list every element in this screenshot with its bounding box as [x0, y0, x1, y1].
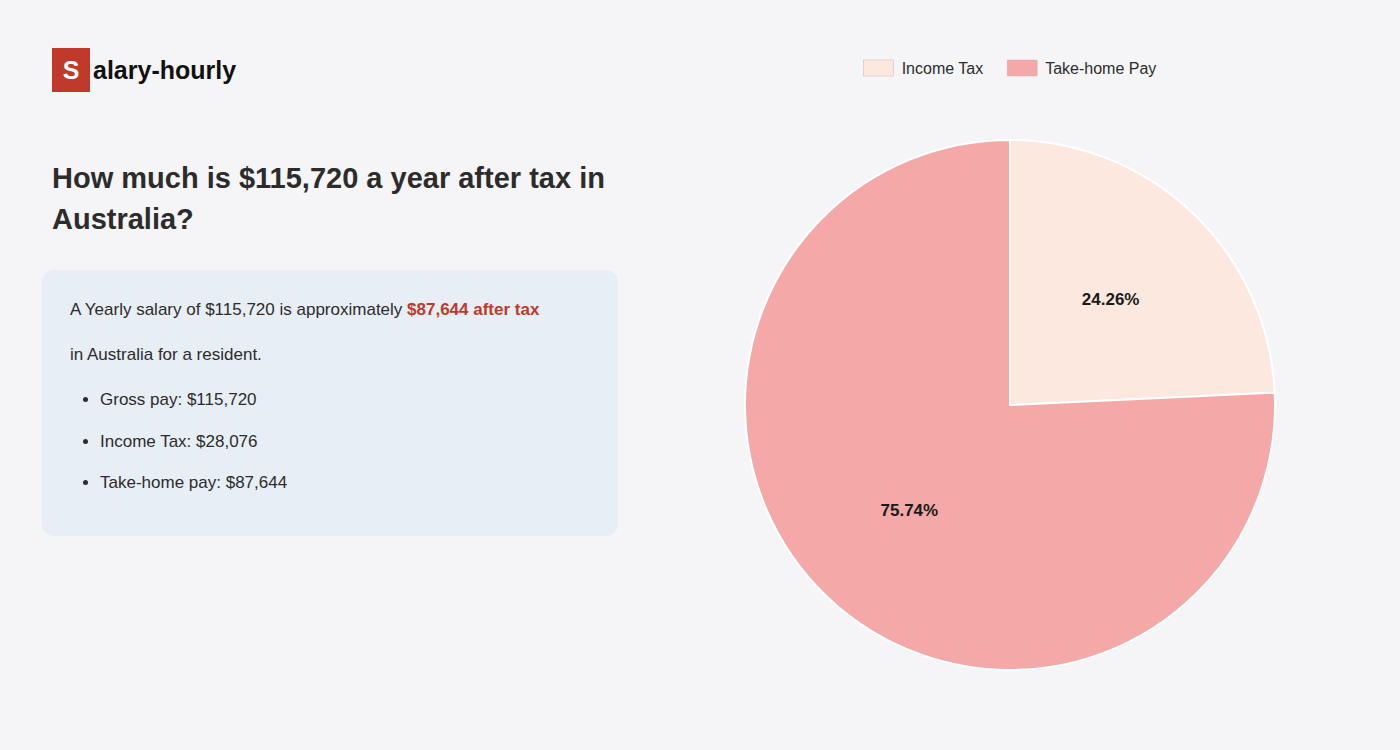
legend-item: Take-home Pay [1007, 60, 1156, 77]
data-label: 75.74% [881, 501, 939, 520]
info-text-normal: A Yearly salary of $115,720 is approxima… [70, 300, 407, 319]
data-label: 24.26% [1082, 290, 1140, 309]
info-box: A Yearly salary of $115,720 is approxima… [42, 270, 618, 536]
info-text-end-span: in Australia for a resident. [70, 345, 262, 364]
slices [745, 140, 1275, 670]
logo-text: alary-hourly [93, 56, 236, 85]
title: How much is $115,720 a year after tax in… [52, 158, 622, 239]
bullet-item: Gross pay: $115,720 [100, 386, 590, 413]
bullet-item: Take-home pay: $87,644 [100, 469, 590, 496]
bullet-list: Gross pay: $115,720 Income Tax: $28,076 Ta… [70, 386, 590, 496]
legend-swatch [1007, 60, 1037, 76]
pie-slice [745, 140, 1275, 670]
info-panel: Salary-hourly How much is $115,720 a year… [0, 0, 644, 750]
info-text: A Yearly salary of $115,720 is approxima… [70, 296, 590, 323]
legend-label: Take-home Pay [1045, 60, 1156, 77]
data-labels: 24.26% 75.74% [881, 290, 1140, 520]
info-text-highlight: $87,644 after tax [407, 300, 539, 319]
legend: Income Tax Take-home Pay [864, 60, 1157, 77]
legend-item: Income Tax [864, 60, 984, 77]
legend-swatch [864, 60, 894, 76]
info-text-end: in Australia for a resident. [70, 341, 590, 368]
pie-chart: 24.26% 75.74% Income Tax Take-home Pay [650, 30, 1370, 720]
legend-label: Income Tax [902, 60, 984, 77]
bullet-item: Income Tax: $28,076 [100, 428, 590, 455]
logo: Salary-hourly [52, 48, 236, 92]
pie-slice [1010, 140, 1275, 405]
logo-mark: S [52, 48, 90, 92]
